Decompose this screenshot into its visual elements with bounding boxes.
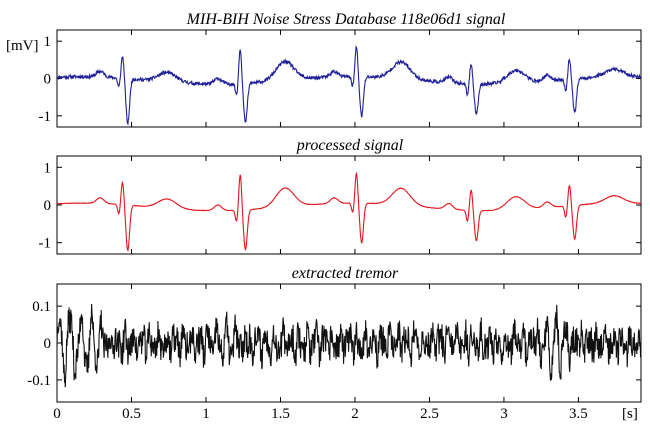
panel-raw-signal: MIH-BIH Noise Stress Database 118e06d1 s… (6, 11, 642, 128)
xtick-label: 0.5 (122, 406, 141, 422)
panel-3-xlabel: [s] (622, 406, 638, 422)
panel-3-xticks: 0 0.5 1 1.5 2 2.5 3 3.5 (53, 406, 588, 422)
panel-1-ylabel: [mV] (6, 38, 39, 54)
ytick-label: -1 (39, 109, 52, 125)
ytick-label: 1 (44, 160, 52, 176)
panel-1-frame (56, 29, 642, 128)
panel-extracted-tremor: extracted tremor 0.1 0 -0.1 0 0.5 1 1.5 2 2.5 3 3… (27, 265, 642, 422)
ytick-label: 0 (44, 72, 52, 88)
panel-3-series-line (56, 304, 642, 388)
panel-2-series-line (56, 171, 642, 252)
xtick-label: 1.5 (271, 406, 290, 422)
xtick-label: 3.5 (569, 406, 588, 422)
xtick-label: 0 (53, 406, 61, 422)
panel-1-series-line (56, 45, 642, 126)
panel-1-yticks: 1 0 -1 (39, 30, 641, 127)
ytick-label: -1 (39, 236, 52, 252)
xtick-label: 3 (500, 406, 508, 422)
xtick-label: 1 (202, 406, 210, 422)
ytick-label: 1 (44, 34, 52, 50)
ytick-label: -0.1 (27, 373, 51, 389)
panel-3-title: extracted tremor (292, 265, 399, 282)
panel-2-title: processed signal (296, 137, 404, 154)
panel-3-yticks: 0.1 0 -0.1 (27, 284, 641, 402)
ytick-label: 0.1 (32, 299, 51, 315)
panel-processed-signal: processed signal 1 0 -1 (39, 137, 642, 255)
ytick-label: 0 (44, 198, 52, 214)
ytick-label: 0 (44, 336, 52, 352)
panel-1-title: MIH-BIH Noise Stress Database 118e06d1 s… (186, 11, 506, 28)
panel-2-yticks: 1 0 -1 (39, 156, 641, 254)
xtick-label: 2 (351, 406, 359, 422)
xtick-label: 2.5 (420, 406, 439, 422)
